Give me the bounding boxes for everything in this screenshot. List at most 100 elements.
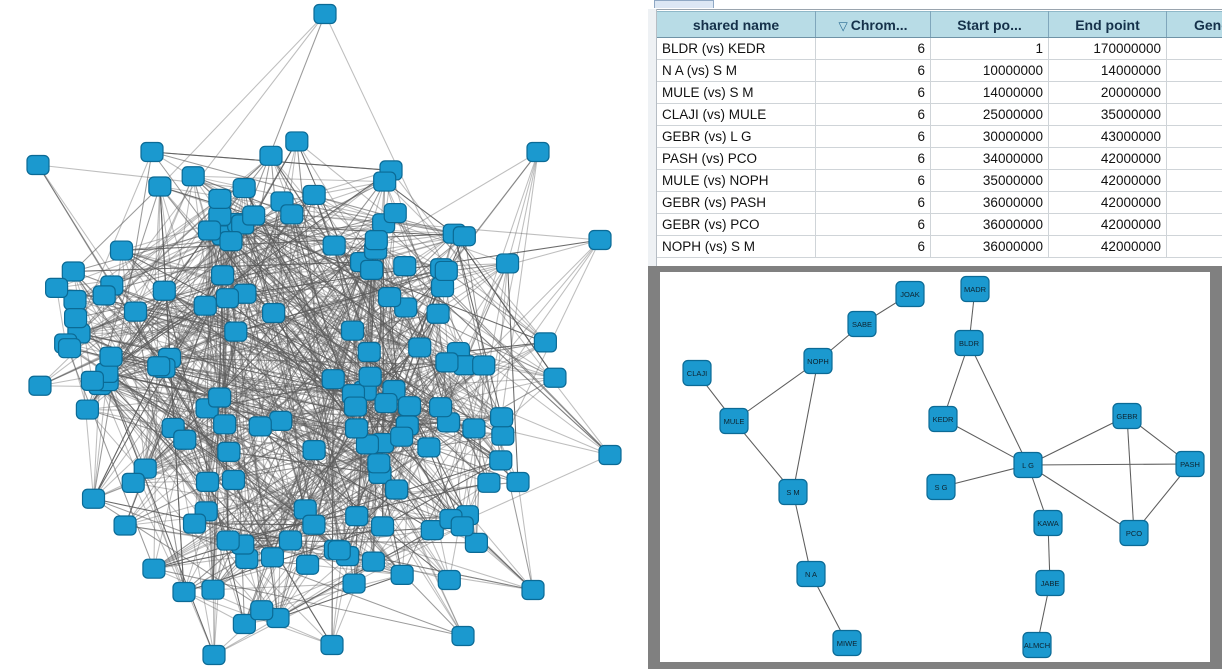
network-edge[interactable] [242,223,465,237]
network-node[interactable]: GEBR [1112,402,1142,430]
network-node[interactable] [148,176,172,197]
network-edge[interactable] [111,213,293,286]
network-edge[interactable] [72,271,207,512]
network-node[interactable] [81,488,106,509]
network-edge[interactable] [273,214,293,314]
network-edge[interactable] [124,261,363,526]
network-edge[interactable] [37,164,113,286]
network-edge[interactable] [172,427,215,656]
network-edge[interactable] [106,245,335,382]
network-edge[interactable] [103,294,381,475]
network-edge[interactable] [228,377,556,453]
network-edge[interactable] [93,141,298,500]
network-node[interactable] [147,356,171,377]
network-edge[interactable] [121,233,455,252]
network-node[interactable] [521,579,545,601]
network-node[interactable] [426,303,450,324]
network-node[interactable] [195,471,220,492]
network-edge[interactable] [106,380,215,656]
network-edge[interactable] [259,426,279,619]
network-edge[interactable] [153,443,368,570]
network-edge[interactable] [93,366,160,499]
network-node[interactable] [357,341,381,363]
network-edge[interactable] [135,311,371,378]
network-node[interactable]: N A [796,560,826,588]
network-edge[interactable] [78,333,336,551]
network-edge[interactable] [367,365,484,445]
table-tab-strip[interactable] [648,0,1222,10]
network-node[interactable] [280,204,304,225]
network-edge[interactable] [120,250,146,469]
network-edge[interactable] [281,200,455,235]
network-node[interactable] [285,131,309,152]
network-node[interactable]: BLDR [954,329,984,357]
network-edge[interactable] [159,13,326,187]
network-edge[interactable] [99,194,315,386]
network-edge[interactable] [273,312,441,408]
filtered-subnetwork-panel[interactable]: CLAJI MULE NOPH SABE JOAK S M N A MIWE MADR BLDR K… [660,272,1210,662]
network-edge[interactable] [183,223,385,593]
network-edge[interactable] [488,263,509,483]
network-node[interactable] [322,235,346,256]
network-edge[interactable] [375,249,504,436]
network-node[interactable] [320,634,344,656]
network-edge[interactable] [163,367,333,646]
network-edge[interactable] [74,198,221,301]
table-body[interactable]: BLDR (vs) KEDR61170000000192.0N A (vs) S… [657,37,1222,258]
network-node[interactable] [367,453,391,474]
network-node[interactable] [506,471,530,493]
network-node[interactable] [321,369,345,390]
network-edge[interactable] [132,214,293,484]
network-edge[interactable] [428,268,443,448]
network-edge[interactable] [373,454,611,563]
network-edge[interactable] [242,390,366,545]
network-node[interactable] [464,532,489,553]
table-row[interactable]: CLAJI (vs) MULE625000000350000005.9 [657,103,1222,126]
network-node[interactable] [210,265,235,286]
network-edge[interactable] [448,239,601,423]
network-edge[interactable] [442,287,463,527]
network-edge[interactable] [401,428,475,576]
network-edge[interactable] [145,364,465,470]
network-edge[interactable] [121,250,223,276]
network-edge[interactable] [172,427,357,517]
network-edge[interactable] [212,426,261,590]
network-edge[interactable] [194,523,348,557]
network-edge[interactable] [313,194,475,429]
network-edge[interactable] [144,186,161,469]
network-edge[interactable] [296,141,546,343]
network-edge[interactable] [259,245,335,427]
network-edge[interactable] [223,234,484,366]
network-edge[interactable] [453,233,556,379]
network-node[interactable] [360,259,384,280]
network-node[interactable]: KEDR [928,405,958,433]
table-row[interactable]: N A (vs) S M610000000140000006.6 [657,59,1222,82]
network-edge[interactable] [235,296,390,333]
network-node[interactable] [383,202,407,224]
network-edge[interactable] [291,213,611,456]
network-node[interactable] [197,220,222,241]
network-node[interactable] [152,280,176,301]
network-node[interactable] [26,154,50,176]
network-node[interactable]: ALMCH [1022,631,1052,659]
network-edge[interactable] [153,351,459,570]
network-edge[interactable] [271,269,373,558]
network-node[interactable] [495,253,520,274]
network-node[interactable] [173,429,197,450]
network-node[interactable]: SABE [847,310,877,338]
network-node[interactable]: NOPH [803,347,833,375]
network-edge[interactable] [233,420,282,481]
network-edge[interactable] [281,201,485,366]
network-edge[interactable] [507,151,539,264]
network-edge[interactable] [72,271,273,558]
network-node[interactable] [437,569,461,591]
network-node[interactable] [109,240,134,261]
network-node[interactable] [343,396,368,417]
network-edge[interactable] [270,155,449,423]
network-edge[interactable] [206,473,381,512]
network-edge[interactable] [361,261,395,391]
network-edge[interactable] [135,311,395,391]
network-node[interactable]: JABE [1035,569,1065,597]
network-edge[interactable] [233,420,282,481]
network-node[interactable] [63,308,88,329]
